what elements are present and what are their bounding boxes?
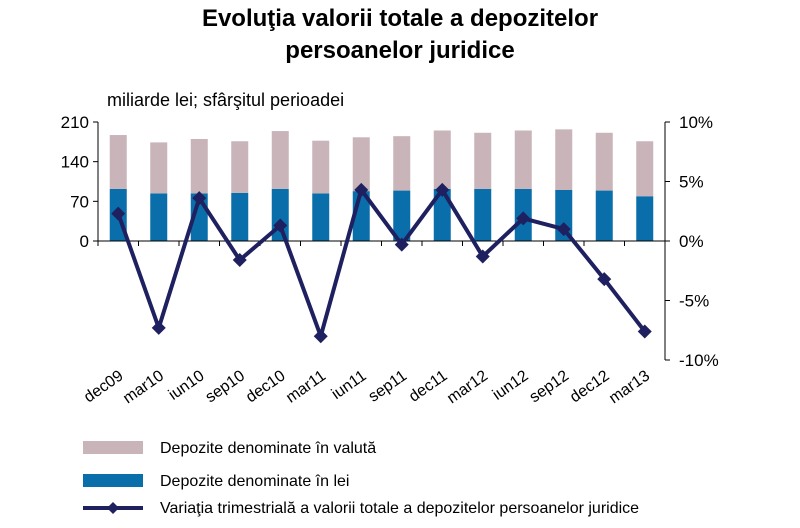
variatie-marker-mar11 (313, 329, 328, 344)
variatie-marker-iun10 (192, 191, 207, 206)
bar-lei-dec12 (595, 190, 613, 241)
category-label-dec11: dec11 (406, 367, 451, 405)
variatie-marker-sep10 (232, 253, 247, 268)
legend-label-valuta: Depozite denominate în valută (160, 440, 376, 457)
chart-title-line2: persoanelor juridice (285, 37, 514, 64)
line-series-group (111, 182, 652, 344)
variatie-line (116, 187, 647, 339)
category-label-iun11: iun11 (329, 367, 370, 403)
unit-label: miliarde lei; sfârşitul perioadei (107, 90, 344, 110)
variatie-marker-mar12 (475, 249, 490, 264)
bar-valuta-mar12 (474, 132, 492, 189)
bar-valuta-sep11 (393, 136, 411, 191)
bar-valuta-dec09 (109, 135, 127, 189)
legend-swatch-lei (83, 474, 143, 487)
category-label-mar11: mar11 (283, 367, 329, 406)
category-label-dec12: dec12 (567, 367, 613, 406)
bar-valuta-iun12 (514, 130, 532, 189)
category-label-iun10: iun10 (166, 367, 208, 403)
right-tick-label--5: -5% (679, 292, 709, 311)
bar-valuta-sep12 (555, 129, 573, 190)
bar-valuta-mar10 (150, 142, 168, 194)
category-label-mar12: mar12 (444, 367, 491, 407)
bar-lei-mar11 (312, 193, 330, 241)
bar-valuta-dec12 (595, 132, 613, 191)
category-label-mar13: mar13 (606, 367, 653, 407)
bar-valuta-sep10 (231, 141, 249, 193)
right-tick-label-10: 10% (679, 113, 713, 132)
variatie-marker-mar13 (637, 324, 652, 339)
right-tick-label--10: -10% (679, 351, 719, 370)
bar-valuta-iun11 (352, 137, 370, 192)
left-tick-label-70: 70 (70, 192, 89, 211)
legend-label-variatie: Variaţia trimestrială a valorii totale a… (160, 500, 639, 517)
category-label-iun12: iun12 (490, 367, 532, 403)
legend-swatch-valuta (83, 441, 143, 454)
variatie-marker-dec11 (435, 182, 450, 197)
bar-lei-mar12 (474, 188, 492, 241)
variatie-marker-dec09 (111, 206, 126, 221)
chart-title-line1: Evoluţia valorii totale a depozitelor (202, 5, 598, 32)
bar-valuta-dec10 (271, 131, 289, 189)
bar-valuta-dec11 (433, 130, 451, 189)
bar-lei-mar10 (150, 193, 168, 241)
variatie-marker-iun11 (354, 182, 369, 197)
axes-group: 0 70 140 210 -10% -5% 0% 5% 10% (61, 113, 719, 370)
bar-valuta-mar13 (636, 141, 654, 197)
variatie-marker-sep12 (556, 222, 571, 237)
category-label-sep11: sep11 (366, 367, 411, 405)
right-tick-label-5: 5% (679, 173, 704, 192)
category-label-dec10: dec10 (243, 367, 289, 406)
category-label-sep10: sep10 (203, 367, 249, 406)
bar-lei-dec11 (433, 188, 451, 241)
legend: Depozite denominate în valută Depozite d… (83, 440, 639, 517)
variatie-marker-dec12 (597, 272, 612, 287)
right-tick-label-0: 0% (679, 232, 704, 251)
variatie-marker-mar10 (151, 320, 166, 335)
bar-lei-sep11 (393, 190, 411, 241)
bar-lei-mar13 (636, 196, 654, 241)
category-label-dec09: dec09 (81, 367, 127, 406)
legend-line-marker (107, 502, 119, 514)
legend-label-lei: Depozite denominate în lei (160, 473, 349, 490)
category-label-mar10: mar10 (120, 367, 167, 407)
variatie-marker-dec10 (273, 218, 288, 233)
variatie-marker-iun12 (516, 211, 531, 226)
category-label-sep12: sep12 (527, 367, 573, 406)
bar-valuta-mar11 (312, 140, 330, 194)
left-tick-label-140: 140 (61, 153, 89, 172)
bar-lei-sep10 (231, 192, 249, 241)
left-tick-label-0: 0 (80, 232, 89, 251)
bar-valuta-iun10 (190, 139, 208, 194)
variatie-marker-sep11 (394, 237, 409, 252)
left-tick-label-210: 210 (61, 113, 89, 132)
